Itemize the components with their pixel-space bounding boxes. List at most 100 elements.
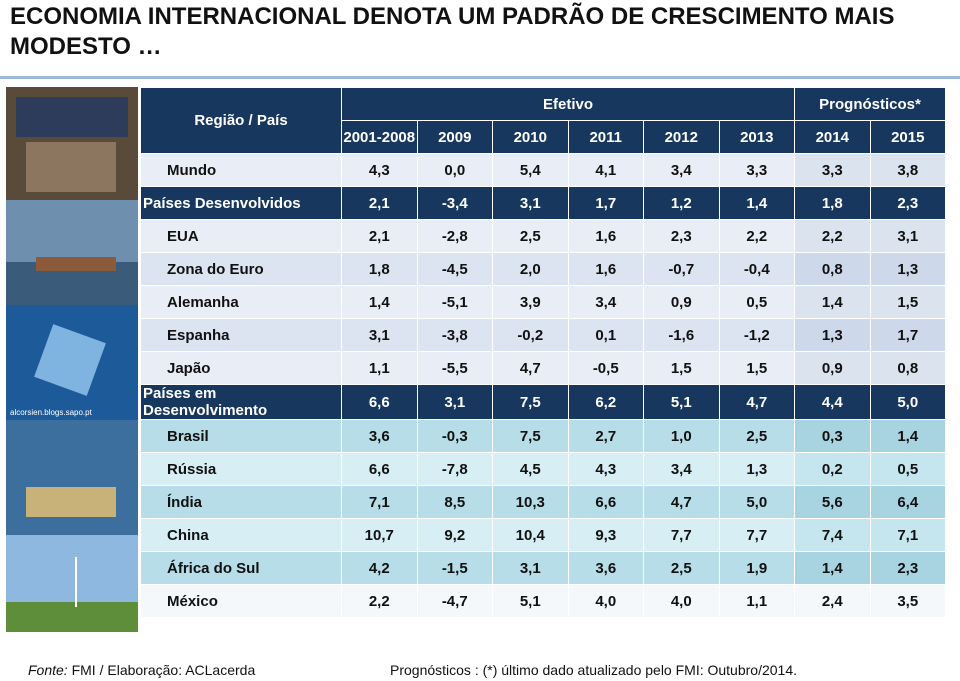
growth-cell: -0,5 xyxy=(567,351,644,385)
growth-cell: 2,0 xyxy=(492,252,569,286)
region-name: Rússia xyxy=(140,452,342,486)
growth-cell: 1,4 xyxy=(794,285,871,319)
header-row: 2001-2008 2009 2010 2011 2012 2013 2014 2015 xyxy=(141,120,946,154)
source-label: Fonte: xyxy=(28,662,68,678)
growth-cell: 3,1 xyxy=(416,384,493,420)
growth-cell: 1,0 xyxy=(643,419,720,453)
region-name: Índia xyxy=(140,485,342,519)
growth-cell: 5,1 xyxy=(492,584,569,618)
region-name: Países Desenvolvidos xyxy=(140,186,342,220)
growth-table: Região / País Efetivo Prognósticos* 2001-2… xyxy=(140,87,946,618)
region-header: Região / País xyxy=(140,87,342,154)
growth-cell: 4,3 xyxy=(567,452,644,486)
group-header: Efetivo xyxy=(341,87,795,121)
growth-cell: 2,3 xyxy=(643,219,720,253)
year-header: 2012 xyxy=(643,120,720,154)
growth-cell: 1,2 xyxy=(643,186,720,220)
growth-cell: 3,3 xyxy=(718,153,795,187)
growth-cell: 1,3 xyxy=(794,318,871,352)
growth-cell: 10,7 xyxy=(341,518,418,552)
growth-cell: 6,6 xyxy=(341,384,418,420)
region-name: Mundo xyxy=(140,153,342,187)
table-row: África do Sul 4,2 -1,5 3,1 3,6 2,5 1,9 1,4 2,3 xyxy=(140,551,946,585)
growth-cell: -5,5 xyxy=(416,351,493,385)
table-row: Japão 1,1 -5,5 4,7 -0,5 1,5 1,5 0,9 0,8 xyxy=(140,351,946,385)
growth-cell: 3,5 xyxy=(869,584,946,618)
growth-cell: 2,2 xyxy=(718,219,795,253)
growth-cell: 4,0 xyxy=(643,584,720,618)
growth-cell: 1,6 xyxy=(567,219,644,253)
growth-cell: 3,1 xyxy=(341,318,418,352)
growth-cell: 7,7 xyxy=(718,518,795,552)
growth-cell: -1,5 xyxy=(416,551,493,585)
growth-cell: 2,2 xyxy=(794,219,871,253)
growth-cell: 2,1 xyxy=(341,219,418,253)
growth-cell: 7,1 xyxy=(341,485,418,519)
header-row: Região / País Efetivo Prognósticos* xyxy=(140,87,946,154)
growth-cell: 1,3 xyxy=(718,452,795,486)
growth-cell: -0,2 xyxy=(492,318,569,352)
growth-cell: 1,5 xyxy=(718,351,795,385)
growth-cell: 0,1 xyxy=(567,318,644,352)
growth-cell: -2,8 xyxy=(416,219,493,253)
growth-cell: 8,5 xyxy=(416,485,493,519)
growth-cell: 2,4 xyxy=(794,584,871,618)
year-header: 2009 xyxy=(416,120,493,154)
growth-cell: 2,5 xyxy=(718,419,795,453)
growth-cell: 0,2 xyxy=(794,452,871,486)
region-name: Alemanha xyxy=(140,285,342,319)
growth-cell: 1,4 xyxy=(869,419,946,453)
growth-cell: 3,9 xyxy=(492,285,569,319)
growth-cell: 7,4 xyxy=(794,518,871,552)
growth-cell: 4,7 xyxy=(492,351,569,385)
table-row: Índia 7,1 8,5 10,3 6,6 4,7 5,0 5,6 6,4 xyxy=(140,485,946,519)
growth-cell: -7,8 xyxy=(416,452,493,486)
growth-cell: 4,5 xyxy=(492,452,569,486)
growth-cell: 3,4 xyxy=(643,452,720,486)
year-header: 2014 xyxy=(794,120,871,154)
growth-cell: 2,2 xyxy=(341,584,418,618)
growth-cell: 9,2 xyxy=(416,518,493,552)
title: ECONOMIA INTERNACIONAL DENOTA UM PADRÃO … xyxy=(10,3,895,60)
note: Prognósticos : (*) último dado atualizad… xyxy=(390,662,797,678)
growth-cell: 5,6 xyxy=(794,485,871,519)
growth-cell: -3,8 xyxy=(416,318,493,352)
table-row: Brasil 3,6 -0,3 7,5 2,7 1,0 2,5 0,3 1,4 xyxy=(140,419,946,453)
growth-cell: 1,1 xyxy=(718,584,795,618)
region-name: EUA xyxy=(140,219,342,253)
growth-cell: 3,4 xyxy=(567,285,644,319)
growth-cell: 3,1 xyxy=(492,186,569,220)
growth-cell: 0,5 xyxy=(869,452,946,486)
growth-cell: 5,0 xyxy=(718,485,795,519)
table-row: Países em Desenvolvimento 6,6 3,1 7,5 6,2 5,1… xyxy=(140,384,946,420)
growth-cell: 2,7 xyxy=(567,419,644,453)
growth-cell: 1,7 xyxy=(567,186,644,220)
source-text: FMI / Elaboração: ACLacerda xyxy=(67,662,256,678)
growth-cell: 3,6 xyxy=(567,551,644,585)
photo-detail xyxy=(26,487,116,517)
growth-cell: 1,3 xyxy=(869,252,946,286)
growth-cell: 3,8 xyxy=(869,153,946,187)
growth-cell: -0,3 xyxy=(416,419,493,453)
photo-detail xyxy=(26,142,116,192)
growth-cell: 2,3 xyxy=(869,551,946,585)
region-name: África do Sul xyxy=(140,551,342,585)
photo-detail xyxy=(34,324,106,396)
growth-cell: 6,6 xyxy=(567,485,644,519)
table-row: Rússia 6,6 -7,8 4,5 4,3 3,4 1,3 0,2 0,5 xyxy=(140,452,946,486)
photo-detail xyxy=(16,97,128,137)
region-name: China xyxy=(140,518,342,552)
growth-cell: 10,4 xyxy=(492,518,569,552)
growth-cell: 4,0 xyxy=(567,584,644,618)
growth-cell: 7,5 xyxy=(492,419,569,453)
growth-cell: 5,0 xyxy=(869,384,946,420)
growth-cell: 3,3 xyxy=(794,153,871,187)
growth-cell: 6,4 xyxy=(869,485,946,519)
region-name: Zona do Euro xyxy=(140,252,342,286)
growth-cell: 5,4 xyxy=(492,153,569,187)
growth-cell: -0,7 xyxy=(643,252,720,286)
growth-cell: 0,0 xyxy=(416,153,493,187)
growth-cell: 0,8 xyxy=(794,252,871,286)
growth-cell: 0,8 xyxy=(869,351,946,385)
